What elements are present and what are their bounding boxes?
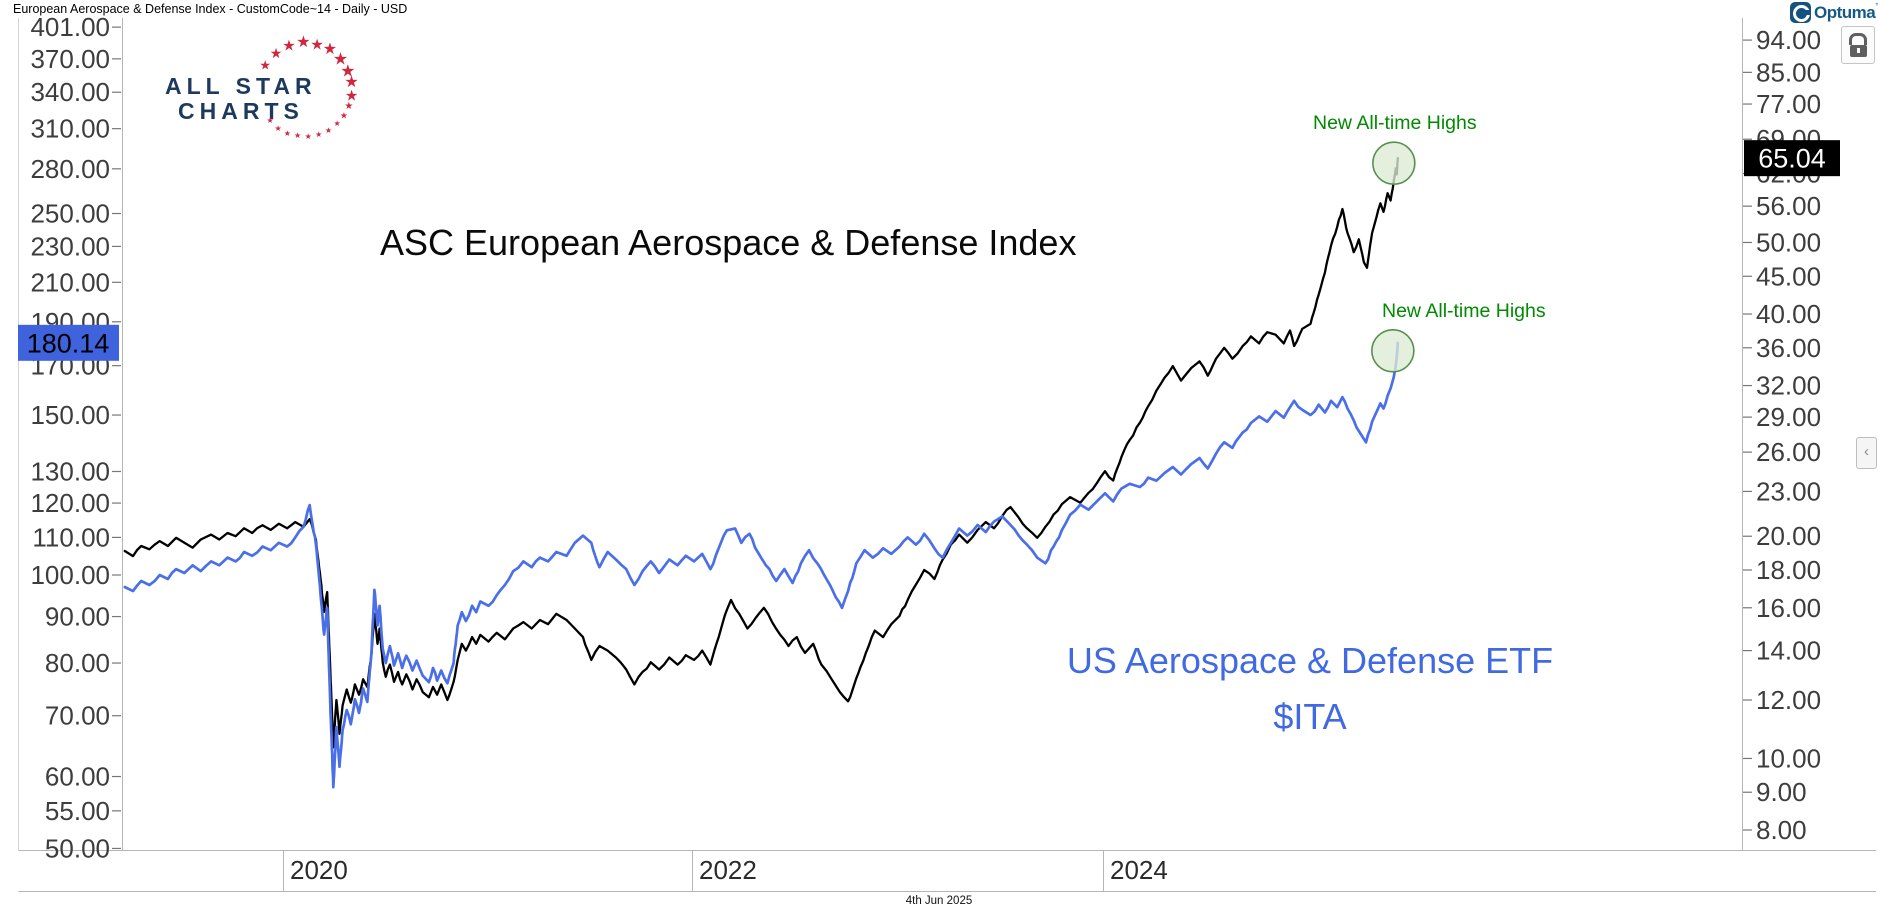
star-icon: ★ (344, 87, 359, 105)
left-axis-tick-label: 250.00 (30, 199, 110, 229)
x-axis-year-label: 2020 (290, 855, 348, 885)
left-axis-tick-label: 401.00 (30, 12, 110, 42)
right-axis-tick-label: 8.00 (1756, 815, 1807, 845)
right-axis[interactable]: 94.0085.0077.0069.0062.0056.0050.0045.00… (1743, 25, 1821, 845)
right-axis-tick-label: 85.00 (1756, 57, 1821, 87)
star-icon: ★ (344, 100, 354, 112)
left-axis-tick-label: 50.00 (45, 833, 110, 863)
left-axis-tick-label: 150.00 (30, 400, 110, 430)
allstarcharts-logo-line1: ALL STAR (165, 73, 317, 99)
right-axis-tick-label: 77.00 (1756, 89, 1821, 119)
right-axis-tick-label: 16.00 (1756, 593, 1821, 623)
star-icon: ★ (315, 129, 323, 139)
left-axis-tick-label: 120.00 (30, 488, 110, 518)
chart-text-annotation: ASC European Aerospace & Defense Index (380, 222, 1077, 263)
left-axis-tick-label: 210.00 (30, 267, 110, 297)
ath-circle-ita[interactable] (1371, 329, 1415, 373)
right-axis-tick-label: 10.00 (1756, 743, 1821, 773)
left-axis-tick-label: 110.00 (32, 522, 110, 552)
ath-circle-europe-index[interactable] (1372, 141, 1416, 185)
left-axis-tick-label: 60.00 (45, 762, 110, 792)
left-axis-tick-label: 80.00 (45, 648, 110, 678)
right-axis-tick-label: 45.00 (1756, 261, 1821, 291)
optuma-logo-icon (1790, 2, 1811, 23)
left-axis-tick-label: 230.00 (30, 231, 110, 261)
us-etf-label: US Aerospace & Defense ETF $ITA (1010, 633, 1610, 745)
right-axis-tick-label: 40.00 (1756, 299, 1821, 329)
ath-label-europe-index: New All-time Highs (1313, 112, 1477, 134)
lock-icon (1849, 33, 1867, 45)
x-axis-year-label: 2022 (699, 855, 757, 885)
ath-label-ita: New All-time Highs (1382, 300, 1546, 322)
star-icon: ★ (333, 119, 341, 129)
optuma-ring-notch (1804, 10, 1810, 15)
star-icon: ★ (274, 123, 282, 133)
right-axis-tick-label: 12.00 (1756, 685, 1821, 715)
right-axis-tick-label: 14.00 (1756, 636, 1821, 666)
left-axis-tick-label: 310.00 (30, 114, 110, 144)
left-axis-tick-label: 130.00 (30, 456, 110, 486)
star-icon: ★ (259, 57, 271, 73)
left-axis-tick-label: 100.00 (30, 560, 110, 590)
us-etf-label-line1: US Aerospace & Defense ETF (1066, 640, 1554, 681)
allstarcharts-logo: ALL STAR CHARTS ★ ★ ★ ★ ★ ★ ★ ★ ★ ★ ★ ★ ★ ★ ★ ★ ★ ★ ★ ★ (125, 33, 375, 153)
star-icon: ★ (282, 37, 296, 55)
chart-frame (18, 18, 1876, 892)
star-icon: ★ (294, 131, 302, 141)
right-axis-tick-label: 50.00 (1756, 227, 1821, 257)
europe-index-last-price: 65.04 (1758, 144, 1826, 174)
trademark-symbol: ™ (1875, 3, 1878, 10)
right-axis-tick-label: 20.00 (1756, 521, 1821, 551)
x-axis-date-footer: 4th Jun 2025 (905, 895, 973, 907)
left-axis-tick-label: 70.00 (45, 701, 110, 731)
star-icon: ★ (310, 36, 324, 54)
left-axis-tick-label: 280.00 (30, 154, 110, 184)
right-axis-tick-label: 18.00 (1756, 555, 1821, 585)
x-axis-year-label: 2024 (1110, 855, 1168, 885)
right-axis-tick-label: 36.00 (1756, 333, 1821, 363)
star-icon: ★ (304, 131, 312, 141)
window-title: European Aerospace & Defense Index - Cus… (13, 2, 408, 16)
right-axis-tick-label: 32.00 (1756, 371, 1821, 401)
left-axis-tick-label: 90.00 (45, 602, 110, 632)
right-axis-price-badge: 65.04 (1744, 140, 1840, 177)
star-icon: ★ (332, 49, 349, 69)
ita-last-price: 180.14 (27, 328, 110, 358)
right-axis-tick-label: 29.00 (1756, 402, 1821, 432)
left-axis-tick-label: 370.00 (30, 44, 110, 74)
star-icon: ★ (283, 128, 291, 138)
left-axis-tick-label: 55.00 (45, 796, 110, 826)
star-icon: ★ (324, 125, 333, 135)
right-axis-tick-label: 56.00 (1756, 191, 1821, 221)
allstarcharts-logo-line2: CHARTS (178, 98, 304, 124)
panel-collapse-button[interactable]: ‹ (1856, 437, 1877, 469)
right-axis-tick-label: 26.00 (1756, 437, 1821, 467)
ita-series-line[interactable] (123, 341, 1400, 789)
x-axis-band[interactable]: 2020 2022 2024 (290, 855, 1168, 885)
right-axis-tick-label: 9.00 (1756, 777, 1807, 807)
star-icon: ★ (339, 110, 348, 121)
star-icon: ★ (340, 61, 356, 81)
europe-index-series-line[interactable] (123, 157, 1399, 749)
right-axis-tick-label: 23.00 (1756, 476, 1821, 506)
ita-ticker-label: $ITA (1273, 695, 1347, 737)
star-icon: ★ (344, 74, 359, 92)
star-icon: ★ (322, 41, 338, 59)
star-icon: ★ (296, 34, 311, 52)
optuma-logo: Optuma™ (1790, 2, 1878, 23)
optuma-logo-text: Optuma™ (1814, 3, 1878, 23)
chevron-left-icon: ‹ (1864, 443, 1869, 460)
lock-button[interactable] (1841, 26, 1875, 64)
star-icon: ★ (269, 44, 283, 61)
right-axis-tick-label: 94.00 (1756, 25, 1821, 55)
left-axis-price-badge: 180.14 (18, 324, 119, 361)
star-icon: ★ (266, 116, 274, 126)
left-axis-tick-label: 340.00 (30, 77, 110, 107)
